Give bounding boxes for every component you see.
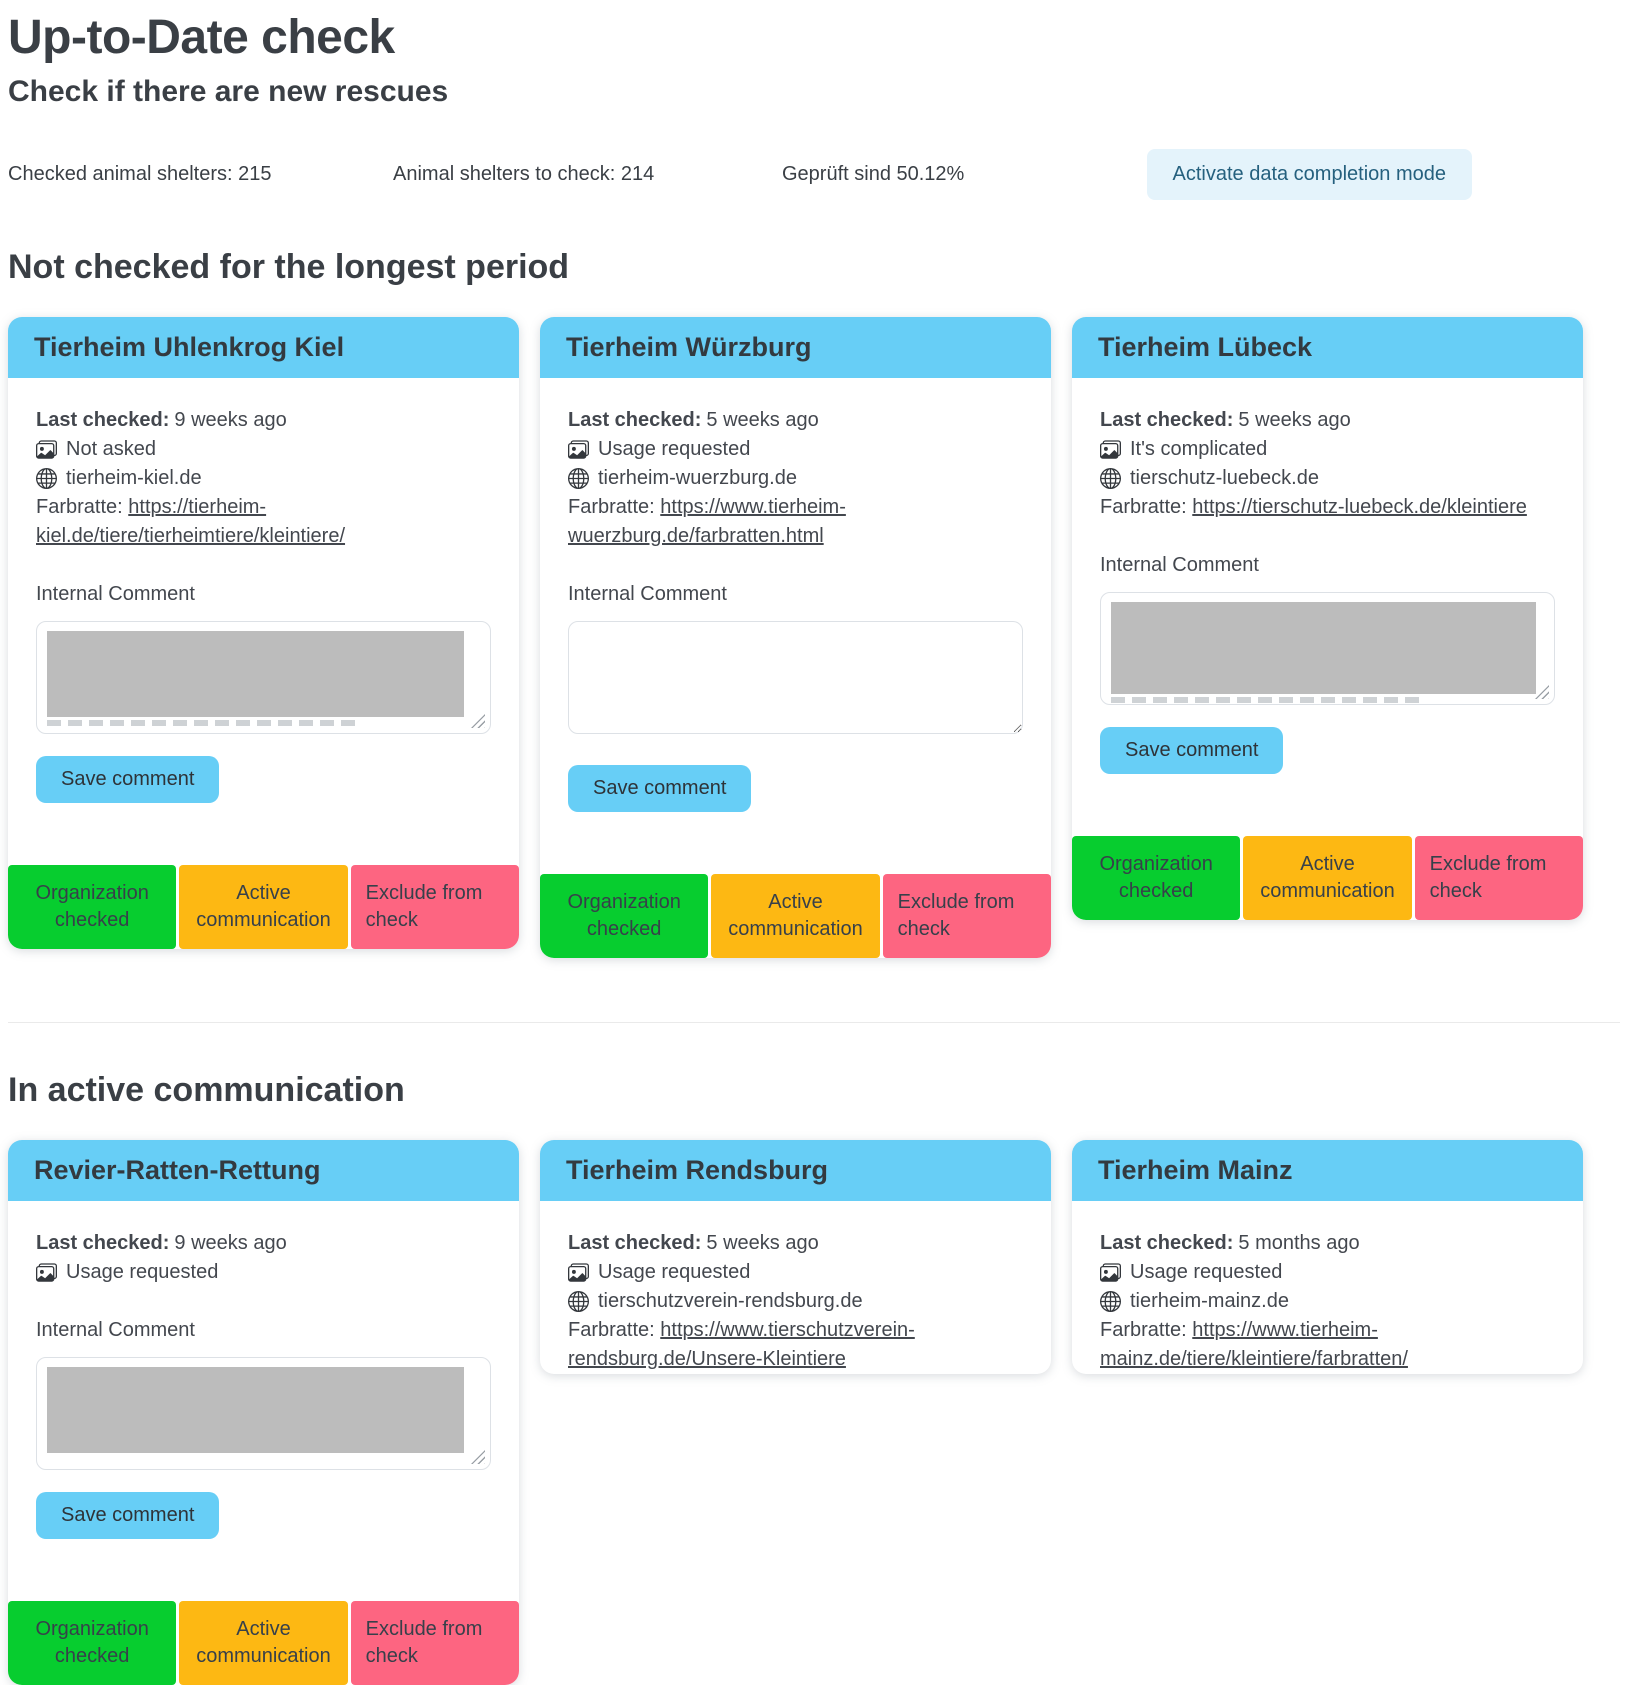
internal-comment-label: Internal Comment [1100,554,1259,576]
redacted-comment [1111,602,1536,694]
shelter-card-kiel: Tierheim Uhlenkrog Kiel Last checked: 9 w… [8,317,519,949]
usage-status-line: Usage requested [568,435,1023,464]
cards-grid-not-checked: Tierheim Uhlenkrog Kiel Last checked: 9 w… [8,317,1583,958]
internal-comment-input[interactable] [568,621,1023,734]
usage-status-line: Not asked [36,435,491,464]
globe-icon [568,468,589,489]
card-status-actions: Organization checked Active communicatio… [540,874,1051,958]
shelter-card-wuerzburg: Tierheim Würzburg Last checked: 5 weeks a… [540,317,1051,958]
exclude-from-check-button[interactable]: Exclude from check [882,874,1051,958]
images-icon [1100,440,1121,459]
active-communication-button[interactable]: Active communication [179,1601,348,1685]
usage-status-line: Usage requested [568,1258,1023,1287]
farbratte-link[interactable]: https://tierheim-kiel.de/tiere/tierheimt… [36,496,346,547]
images-icon [36,440,57,459]
organization-checked-button[interactable]: Organization checked [8,1601,177,1685]
redacted-comment [47,631,464,717]
website-line: tierschutzverein-rendsburg.de [568,1287,1023,1316]
stat-checked-shelters: Checked animal shelters: 215 [8,163,272,185]
stat-shelters-to-check: Animal shelters to check: 214 [393,163,655,185]
internal-comment-input[interactable] [1100,592,1555,705]
page-subtitle: Check if there are new rescues [8,75,449,108]
internal-comment-input[interactable] [36,621,491,734]
last-checked-line: Last checked: 9 weeks ago [36,1232,287,1254]
organization-checked-button[interactable]: Organization checked [540,874,709,958]
section-heading-active-communication: In active communication [8,1071,405,1109]
farbratte-line: Farbratte: https://www.tierheim-wuerzbur… [568,496,846,547]
redacted-comment-peek [47,720,359,726]
internal-comment-label: Internal Comment [36,1319,195,1341]
organization-checked-button[interactable]: Organization checked [1072,836,1241,920]
globe-icon [36,468,57,489]
farbratte-line: Farbratte: https://www.tierheim-mainz.de… [1100,1319,1408,1370]
farbratte-link[interactable]: https://www.tierheim-wuerzburg.de/farbra… [568,496,846,547]
card-title: Tierheim Mainz [1072,1140,1583,1201]
page-header: Up-to-Date check Check if there are new … [8,10,1620,109]
usage-status-line: Usage requested [36,1258,491,1287]
page-title: Up-to-Date check [8,11,395,64]
exclude-from-check-button[interactable]: Exclude from check [350,865,519,949]
section-heading-not-checked: Not checked for the longest period [8,248,570,286]
images-icon [568,1263,589,1282]
save-comment-button[interactable]: Save comment [568,765,752,812]
save-comment-button[interactable]: Save comment [36,1492,220,1539]
section-divider [8,1022,1620,1023]
cards-grid-active-communication: Revier-Ratten-Rettung Last checked: 9 wee… [8,1140,1583,1685]
save-comment-button[interactable]: Save comment [1100,727,1284,774]
shelter-card-revier-ratten-rettung: Revier-Ratten-Rettung Last checked: 9 wee… [8,1140,519,1685]
exclude-from-check-button[interactable]: Exclude from check [1414,836,1583,920]
resize-handle[interactable] [471,714,485,728]
last-checked-line: Last checked: 5 weeks ago [1100,409,1351,431]
active-communication-button[interactable]: Active communication [1243,836,1412,920]
globe-icon [1100,1291,1121,1312]
card-status-actions: Organization checked Active communicatio… [8,865,519,949]
website-line: tierheim-wuerzburg.de [568,464,1023,493]
farbratte-link[interactable]: https://tierschutz-luebeck.de/kleintiere [1192,496,1527,518]
redacted-comment-peek [1111,697,1423,703]
globe-icon [568,1291,589,1312]
stats-row: Checked animal shelters: 215 Animal shel… [8,149,1620,200]
last-checked-line: Last checked: 9 weeks ago [36,409,287,431]
save-comment-button[interactable]: Save comment [36,756,220,803]
card-title: Revier-Ratten-Rettung [8,1140,519,1201]
farbratte-line: Farbratte: https://tierschutz-luebeck.de… [1100,496,1527,518]
images-icon [1100,1263,1121,1282]
website-line: tierheim-mainz.de [1100,1287,1555,1316]
card-title: Tierheim Uhlenkrog Kiel [8,317,519,378]
images-icon [36,1263,57,1282]
activate-data-completion-button[interactable]: Activate data completion mode [1146,149,1472,200]
globe-icon [1100,468,1121,489]
internal-comment-label: Internal Comment [568,583,727,605]
active-communication-button[interactable]: Active communication [711,874,880,958]
card-title: Tierheim Rendsburg [540,1140,1051,1201]
images-icon [568,440,589,459]
card-title: Tierheim Würzburg [540,317,1051,378]
card-status-actions: Organization checked Active communicatio… [8,1601,519,1685]
shelter-card-mainz: Tierheim Mainz Last checked: 5 months ago… [1072,1140,1583,1374]
redacted-comment [47,1367,464,1453]
card-status-actions: Organization checked Active communicatio… [1072,836,1583,920]
exclude-from-check-button[interactable]: Exclude from check [350,1601,519,1685]
card-title: Tierheim Lübeck [1072,317,1583,378]
farbratte-line: Farbratte: https://tierheim-kiel.de/tier… [36,496,346,547]
organization-checked-button[interactable]: Organization checked [8,865,177,949]
shelter-card-luebeck: Tierheim Lübeck Last checked: 5 weeks ago… [1072,317,1583,920]
shelter-card-rendsburg: Tierheim Rendsburg Last checked: 5 weeks … [540,1140,1051,1374]
internal-comment-label: Internal Comment [36,583,195,605]
last-checked-line: Last checked: 5 weeks ago [568,409,819,431]
stat-percent-checked: Geprüft sind 50.12% [782,163,965,185]
active-communication-button[interactable]: Active communication [179,865,348,949]
resize-handle[interactable] [1535,685,1549,699]
usage-status-line: Usage requested [1100,1258,1555,1287]
last-checked-line: Last checked: 5 weeks ago [568,1232,819,1254]
usage-status-line: It's complicated [1100,435,1555,464]
last-checked-line: Last checked: 5 months ago [1100,1232,1360,1254]
internal-comment-input[interactable] [36,1357,491,1470]
website-line: tierheim-kiel.de [36,464,491,493]
website-line: tierschutz-luebeck.de [1100,464,1555,493]
farbratte-line: Farbratte: https://www.tierschutzverein-… [568,1319,915,1370]
resize-handle[interactable] [471,1450,485,1464]
